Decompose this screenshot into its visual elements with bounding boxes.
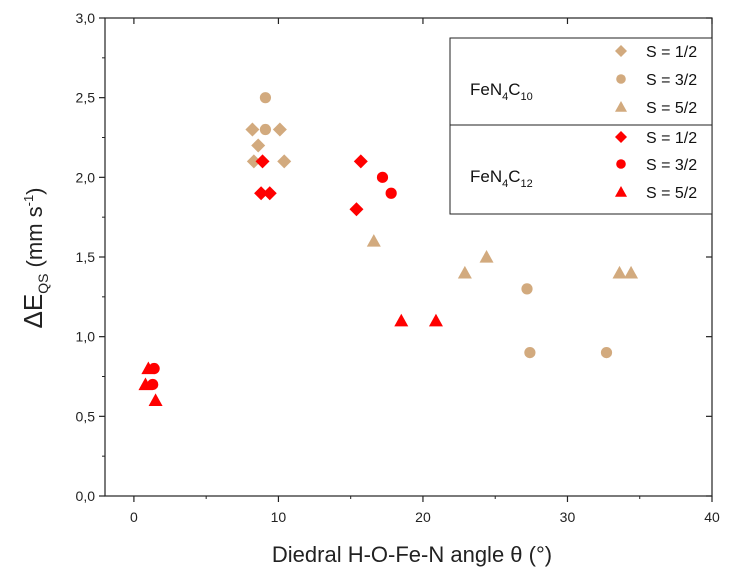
x-tick-label: 0 [130, 509, 138, 525]
data-point-diamond [353, 154, 368, 169]
data-point-diamond [272, 122, 287, 137]
legend-marker-triangle [615, 186, 627, 197]
legend-marker-circle [616, 74, 626, 84]
y-axis-title-close: ) [22, 187, 47, 194]
legend-entries: S = 1/2 S = 3/2 S = 5/2 S = 1/2 S = 3/2 S = 5… [615, 44, 697, 202]
y-axis-title-sup: -1 [21, 195, 36, 207]
data-point-triangle [138, 377, 153, 391]
y-tick-label: 0,5 [76, 408, 96, 424]
data-point-triangle [366, 234, 381, 247]
data-point-triangle [479, 250, 494, 263]
y-axis-title-unit: (mm s [22, 206, 47, 273]
data-point-diamond [349, 202, 364, 217]
data-point-triangle [624, 265, 639, 279]
x-tick-label: 20 [415, 509, 431, 525]
legend: FeN4C10 FeN4C12 S = 1/2S = 3/2S = 5/2S =… [449, 37, 713, 215]
data-point-diamond [255, 154, 270, 169]
data-point-triangle [457, 265, 472, 279]
data-point-circle [521, 283, 533, 295]
x-tick-label: 40 [704, 509, 720, 525]
legend-label: S = 3/2 [646, 72, 697, 89]
data-point-diamond [246, 154, 261, 169]
y-tick-label: 1,5 [76, 249, 96, 265]
y-tick-label: 2,5 [76, 90, 96, 106]
data-point-circle [259, 92, 272, 104]
legend-label: S = 5/2 [646, 100, 697, 117]
legend-marker-diamond [615, 45, 627, 57]
data-point-diamond [262, 186, 277, 201]
data-point-triangle [428, 313, 443, 327]
data-point-circle [259, 123, 272, 136]
data-point-diamond [277, 154, 292, 169]
legend-label: S = 3/2 [646, 157, 697, 174]
data-point-diamond [254, 186, 269, 201]
x-tick-label: 30 [560, 509, 576, 525]
legend-label: S = 5/2 [646, 185, 697, 202]
legend-box [449, 37, 713, 215]
y-axis-title-sub: QS [35, 274, 51, 294]
x-axis: 0 10 20 30 40 [130, 18, 720, 525]
legend-group-fen4c12: FeN4C12 [470, 167, 533, 190]
legend-label: S = 1/2 [646, 44, 697, 61]
y-tick-label: 1,0 [76, 329, 96, 345]
data-point-triangle [612, 265, 627, 279]
data-point-circle [376, 171, 389, 183]
y-tick-label: 3,0 [76, 10, 96, 26]
data-points [138, 92, 639, 406]
legend-marker-triangle [615, 101, 627, 112]
data-point-triangle [141, 361, 156, 375]
data-point-triangle [148, 393, 163, 406]
legend-marker-diamond [615, 131, 627, 143]
data-point-diamond [251, 138, 266, 153]
x-tick-label: 10 [271, 509, 287, 525]
y-tick-label: 0,0 [76, 488, 96, 504]
data-point-triangle [394, 313, 409, 327]
legend-marker-circle [616, 159, 626, 169]
y-axis-title-main: ΔE [18, 294, 48, 329]
x-axis-title: Diedral H-O-Fe-N angle θ (°) [272, 542, 552, 567]
legend-group-fen4c10: FeN4C10 [470, 80, 533, 103]
data-point-circle [524, 347, 536, 359]
y-axis-title: ΔEQS (mm s-1) [18, 187, 51, 328]
legend-label: S = 1/2 [646, 130, 697, 147]
data-point-circle [385, 187, 397, 199]
data-point-diamond [245, 122, 260, 137]
data-point-circle [600, 347, 613, 359]
y-tick-label: 2,0 [76, 169, 96, 185]
